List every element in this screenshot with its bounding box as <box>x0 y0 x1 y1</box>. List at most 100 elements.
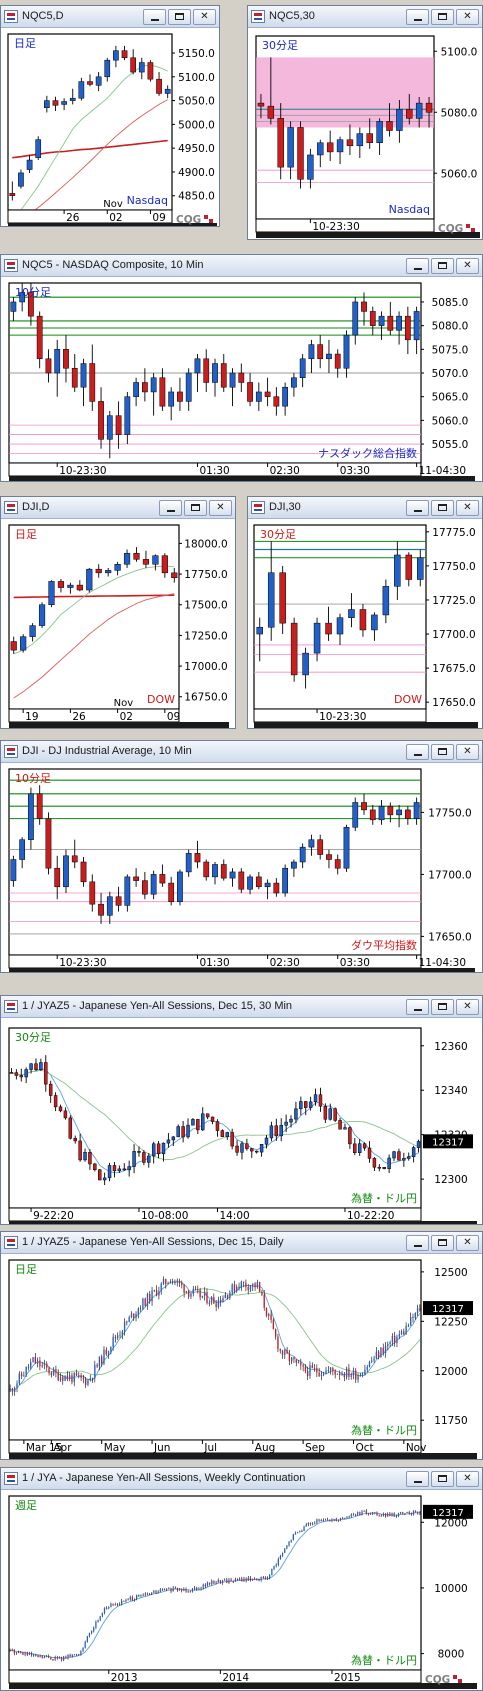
minimize-icon[interactable] <box>143 9 166 25</box>
close-icon[interactable]: ✕ <box>456 1471 479 1487</box>
candle <box>105 567 112 577</box>
title-bar[interactable]: 1 / JYAZ5 - Japanese Yen-All Sessions, D… <box>1 996 482 1018</box>
title-bar[interactable]: DJI,D ✕ <box>1 497 235 519</box>
window-dji-daily[interactable]: DJI,D ✕ 18000.0 17750.0 17500.0 17250.0 1700… <box>0 496 236 729</box>
candle-body <box>122 1168 126 1171</box>
window-jpy-30min[interactable]: 1 / JYAZ5 - Japanese Yen-All Sessions, D… <box>0 995 483 1225</box>
chart-dji-30min[interactable]: 17775.0 17750.0 17725.0 17700.0 17675.0 17650… <box>248 519 482 728</box>
title-bar[interactable]: NQC5 - NASDAQ Composite, 10 Min ✕ <box>1 255 482 277</box>
minimize-icon[interactable] <box>406 1235 429 1251</box>
candle-body <box>189 1591 191 1593</box>
minimize-icon[interactable] <box>406 1471 429 1487</box>
window-nqc5-10min[interactable]: NQC5 - NASDAQ Composite, 10 Min ✕ 5085.0… <box>0 254 483 482</box>
candle-body <box>181 1283 183 1286</box>
minimize-icon[interactable] <box>406 744 429 760</box>
candle-body <box>277 118 284 168</box>
candle <box>201 1295 204 1299</box>
candle <box>71 354 78 392</box>
candle-body <box>348 1127 352 1145</box>
candle <box>406 1511 408 1514</box>
maximize-icon[interactable] <box>168 9 191 25</box>
chart-window-icon[interactable] <box>251 501 265 514</box>
window-title: DJI - DJ Industrial Average, 10 Min <box>22 745 192 757</box>
chart-window-icon[interactable] <box>4 259 18 272</box>
candle-body <box>235 1145 239 1153</box>
window-jpy-daily[interactable]: 1 / JYAZ5 - Japanese Yen-All Sessions, D… <box>0 1231 483 1460</box>
chart-window-icon[interactable] <box>4 1000 18 1013</box>
close-icon[interactable]: ✕ <box>456 744 479 760</box>
chart-dji-10min[interactable]: 17750.0 17700.0 17650.0 10-23:30 01:30 02:30 0… <box>1 763 482 972</box>
close-icon[interactable]: ✕ <box>456 258 479 274</box>
maximize-icon[interactable] <box>431 1471 454 1487</box>
title-bar[interactable]: 1 / JYA - Japanese Yen-All Sessions, Wee… <box>1 1468 482 1490</box>
candle <box>338 1117 342 1130</box>
chart-nqc5-10min[interactable]: 5085.0 5080.0 5075.0 5070.0 5065.0 5060.0 5055… <box>1 277 482 481</box>
window-title: NQC5,30 <box>269 10 315 22</box>
candle <box>142 1149 146 1166</box>
title-bar[interactable]: NQC5,D ✕ <box>1 6 219 28</box>
maximize-icon[interactable] <box>431 500 454 516</box>
title-bar[interactable]: 1 / JYAZ5 - Japanese Yen-All Sessions, D… <box>1 1232 482 1254</box>
candle-body <box>249 1577 252 1581</box>
maximize-icon[interactable] <box>431 744 454 760</box>
chart-window-icon[interactable] <box>4 10 18 23</box>
close-icon[interactable]: ✕ <box>456 1235 479 1251</box>
candle-body <box>205 1113 210 1118</box>
candle <box>255 871 262 890</box>
chart-jpy-30min[interactable]: 12360123401232012300123179-22:2010-08:00… <box>1 1018 482 1224</box>
chart-window-icon[interactable] <box>4 1236 18 1249</box>
minimize-icon[interactable] <box>406 258 429 274</box>
maximize-icon[interactable] <box>431 9 454 25</box>
chart-window-icon[interactable] <box>4 501 18 514</box>
chart-nqc5-daily[interactable]: 5150.0 5100.0 5050.0 5000.0 4950.0 4900.0 4850… <box>1 28 219 226</box>
candle <box>391 1333 394 1347</box>
minimize-icon[interactable] <box>159 500 182 516</box>
minimize-icon[interactable] <box>406 9 429 25</box>
chart-window-icon[interactable] <box>4 745 18 758</box>
candle-body <box>343 827 350 869</box>
candle-body <box>121 1331 123 1335</box>
close-icon[interactable]: ✕ <box>193 9 216 25</box>
candle-body <box>204 1584 206 1587</box>
maximize-icon[interactable] <box>184 500 207 516</box>
window-nqc5-daily[interactable]: NQC5,D ✕ 5150.0 5100.0 5050.0 5000.0 4950.0 4… <box>0 5 220 227</box>
candle-body <box>63 349 69 369</box>
minimize-icon[interactable] <box>406 500 429 516</box>
close-icon[interactable]: ✕ <box>209 500 232 516</box>
window-dji-10min[interactable]: DJI - DJ Industrial Average, 10 Min ✕ 17… <box>0 740 483 973</box>
candle <box>372 1157 377 1171</box>
minimize-icon[interactable] <box>406 999 429 1015</box>
chart-window-icon[interactable] <box>4 1472 18 1485</box>
window-nqc5-30min[interactable]: NQC5,30 ✕ 5100.0 5080.0 5060.0 10-23:30 30分足… <box>247 5 483 240</box>
maximize-icon[interactable] <box>431 258 454 274</box>
candle-body <box>78 1140 82 1161</box>
chart-window-icon[interactable] <box>251 10 265 23</box>
chart-nqc5-30min[interactable]: 5100.0 5080.0 5060.0 10-23:30 30分足 Nasdaq CQG <box>248 28 482 239</box>
close-icon[interactable]: ✕ <box>456 500 479 516</box>
candle-body <box>32 1357 34 1363</box>
candle-body <box>247 382 253 402</box>
candle-body <box>190 1293 192 1297</box>
candle <box>46 1361 48 1372</box>
chart-dji-daily[interactable]: 18000.0 17750.0 17500.0 17250.0 17000.0 16750… <box>1 519 235 728</box>
close-icon[interactable]: ✕ <box>456 9 479 25</box>
candle <box>290 1539 292 1543</box>
title-bar[interactable]: NQC5,30 ✕ <box>248 6 482 28</box>
title-bar[interactable]: DJI,30 ✕ <box>248 497 482 519</box>
candle-body <box>397 1513 400 1516</box>
maximize-icon[interactable] <box>431 1235 454 1251</box>
candle <box>107 1162 112 1182</box>
candle <box>394 541 401 600</box>
candle <box>412 1313 414 1323</box>
window-dji-30min[interactable]: DJI,30 ✕ 17775.0 17750.0 17725.0 17700.0 176… <box>247 496 483 729</box>
title-bar[interactable]: DJI - DJ Industrial Average, 10 Min ✕ <box>1 741 482 763</box>
close-icon[interactable]: ✕ <box>456 999 479 1015</box>
candle-body <box>249 1286 252 1290</box>
window-jpy-weekly[interactable]: 1 / JYA - Japanese Yen-All Sessions, Wee… <box>0 1467 483 1691</box>
maximize-icon[interactable] <box>431 999 454 1015</box>
candle-body <box>83 1152 87 1161</box>
candle-body <box>396 1336 398 1344</box>
candle <box>245 1138 249 1151</box>
